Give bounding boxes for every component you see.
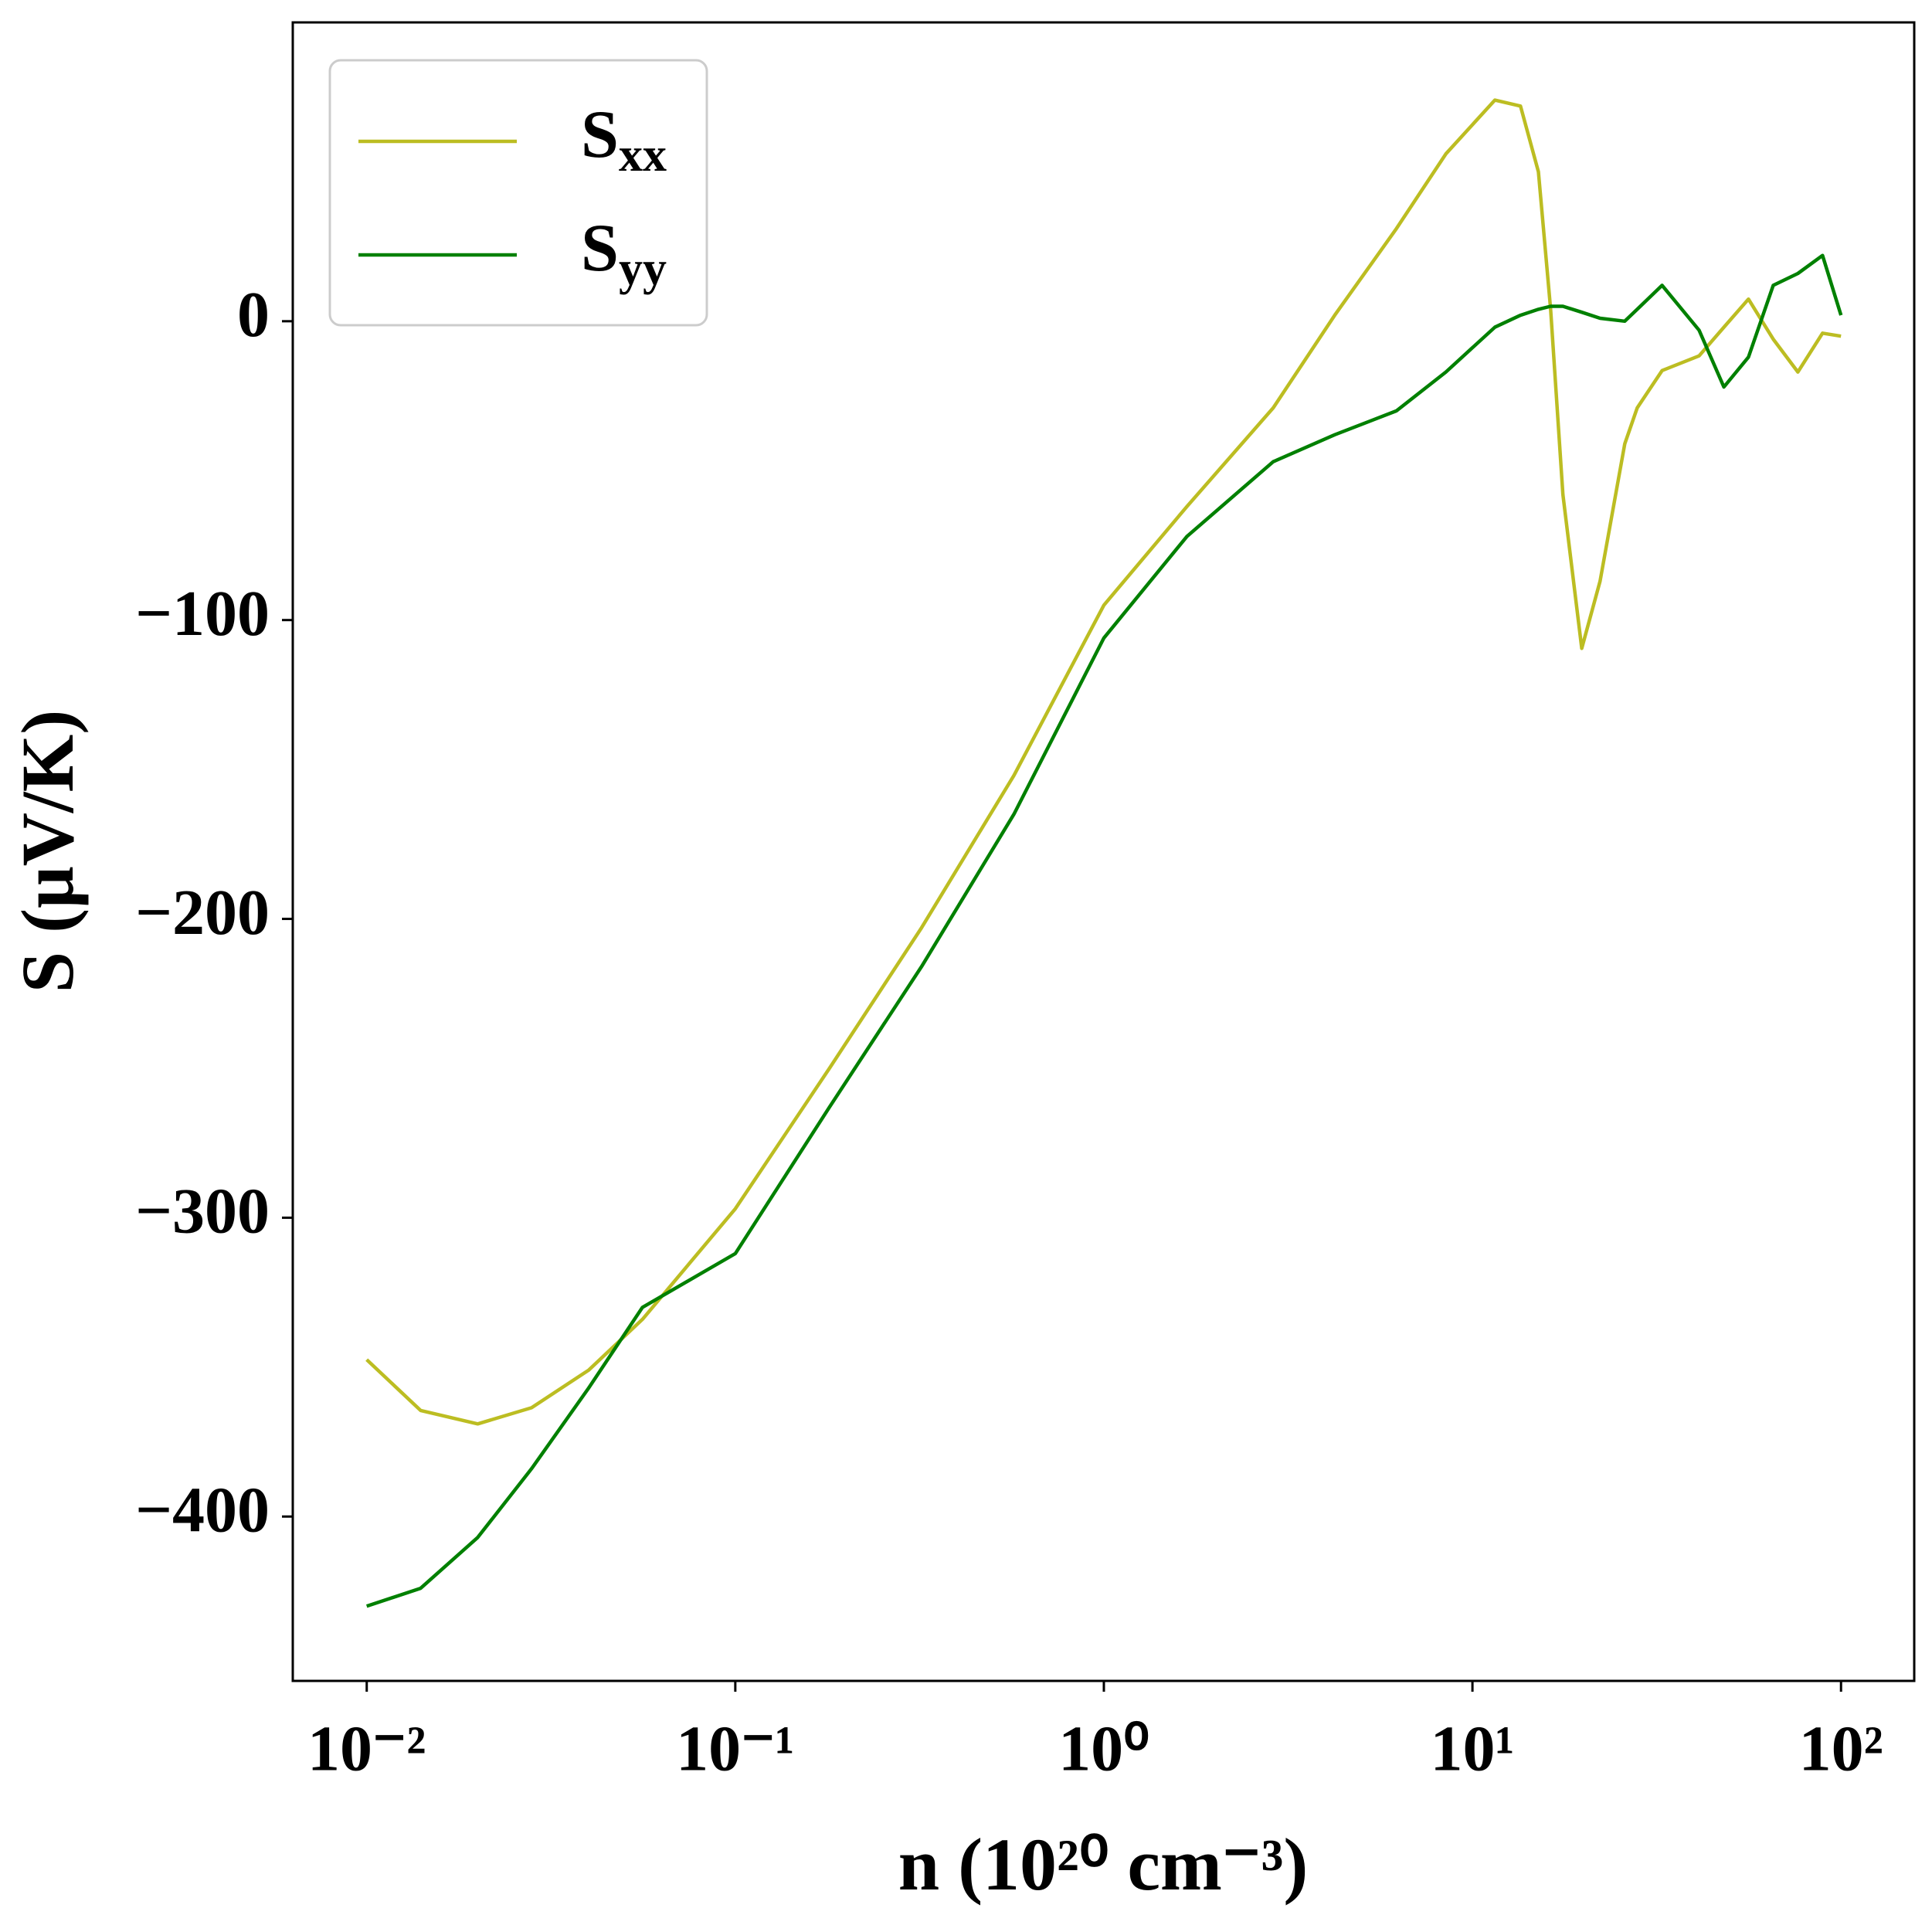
legend-label: Sxx — [581, 97, 667, 182]
y-tick-label: −400 — [135, 1475, 270, 1546]
legend-box — [328, 59, 708, 327]
y-axis-label: S (μV/K) — [6, 710, 89, 993]
y-tick-label: −300 — [135, 1176, 270, 1248]
x-tick-label: 10⁻² — [307, 1713, 426, 1784]
data-line — [365, 98, 1842, 1426]
legend-label: Syy — [581, 211, 667, 295]
x-axis-label: n (10²⁰ cm⁻³) — [898, 1823, 1309, 1906]
data-line — [365, 253, 1843, 1608]
x-tick-label: 10¹ — [1431, 1713, 1515, 1784]
y-tick-label: −200 — [135, 877, 270, 949]
x-tick-label: 10⁰ — [1058, 1713, 1149, 1784]
x-tick-label: 10⁻¹ — [676, 1713, 795, 1784]
y-tick-label: −100 — [135, 578, 270, 650]
y-tick-label: 0 — [237, 279, 270, 351]
x-tick-label: 10² — [1799, 1713, 1883, 1784]
